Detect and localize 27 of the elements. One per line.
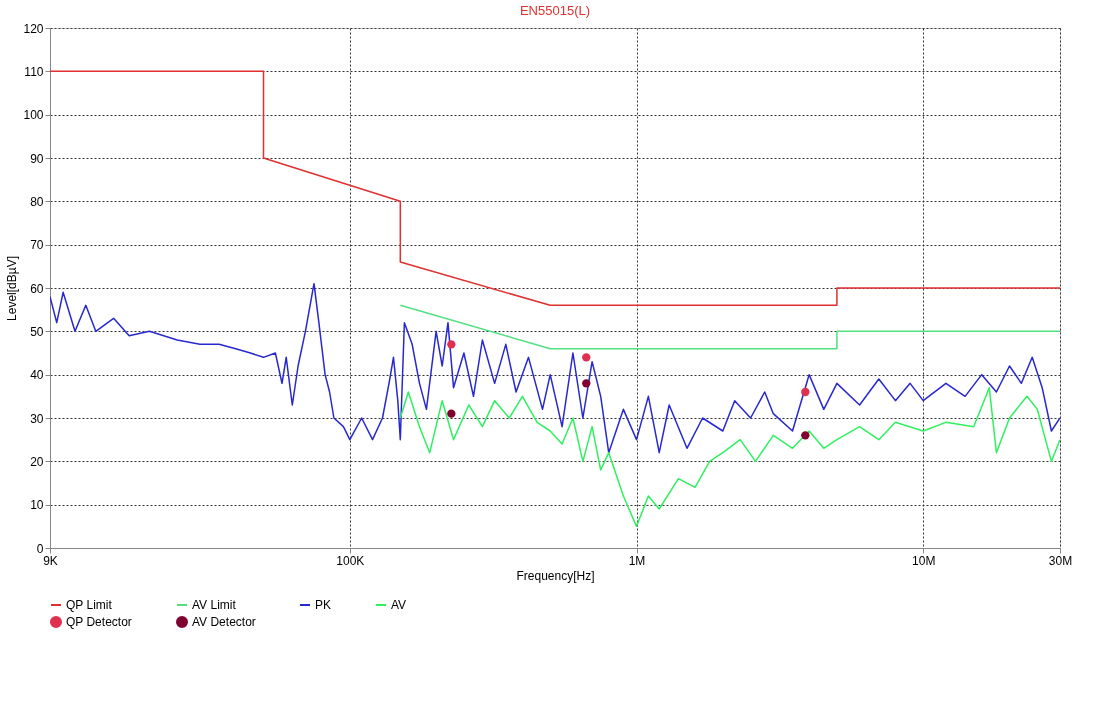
- y-tick-label: 10: [30, 498, 44, 513]
- legend-label: QP Detector: [66, 615, 132, 629]
- y-tick-label: 90: [30, 151, 44, 166]
- legend-label: PK: [315, 598, 332, 612]
- x-tick-label: 10M: [912, 553, 936, 568]
- x-tick-label: 30M: [1048, 553, 1073, 568]
- y-axis-title: Level[dBµV]: [5, 256, 20, 321]
- y-tick-label: 30: [30, 411, 44, 426]
- y-tick-label: 20: [30, 454, 44, 469]
- x-tick-label: 100K: [336, 553, 365, 568]
- x-tick-label: 9K: [43, 553, 58, 568]
- legend-label: AV Detector: [192, 615, 256, 629]
- y-tick-label: 50: [30, 324, 44, 339]
- y-tick-label: 80: [30, 194, 44, 209]
- legend-label: QP Limit: [66, 598, 113, 612]
- y-tick-label: 60: [30, 281, 44, 296]
- chart-title: EN55015(L): [519, 3, 591, 18]
- y-tick-label: 0: [36, 541, 44, 556]
- y-tick-label: 100: [23, 108, 44, 123]
- y-tick-label: 120: [23, 21, 44, 36]
- x-axis-title: Frequency[Hz]: [516, 568, 595, 583]
- x-tick-label: 1M: [628, 553, 646, 568]
- legend-label: AV: [391, 598, 407, 612]
- y-tick-label: 70: [30, 238, 44, 253]
- y-tick-label: 40: [30, 368, 44, 383]
- y-tick-label: 110: [24, 64, 44, 79]
- legend-label: AV Limit: [192, 598, 237, 612]
